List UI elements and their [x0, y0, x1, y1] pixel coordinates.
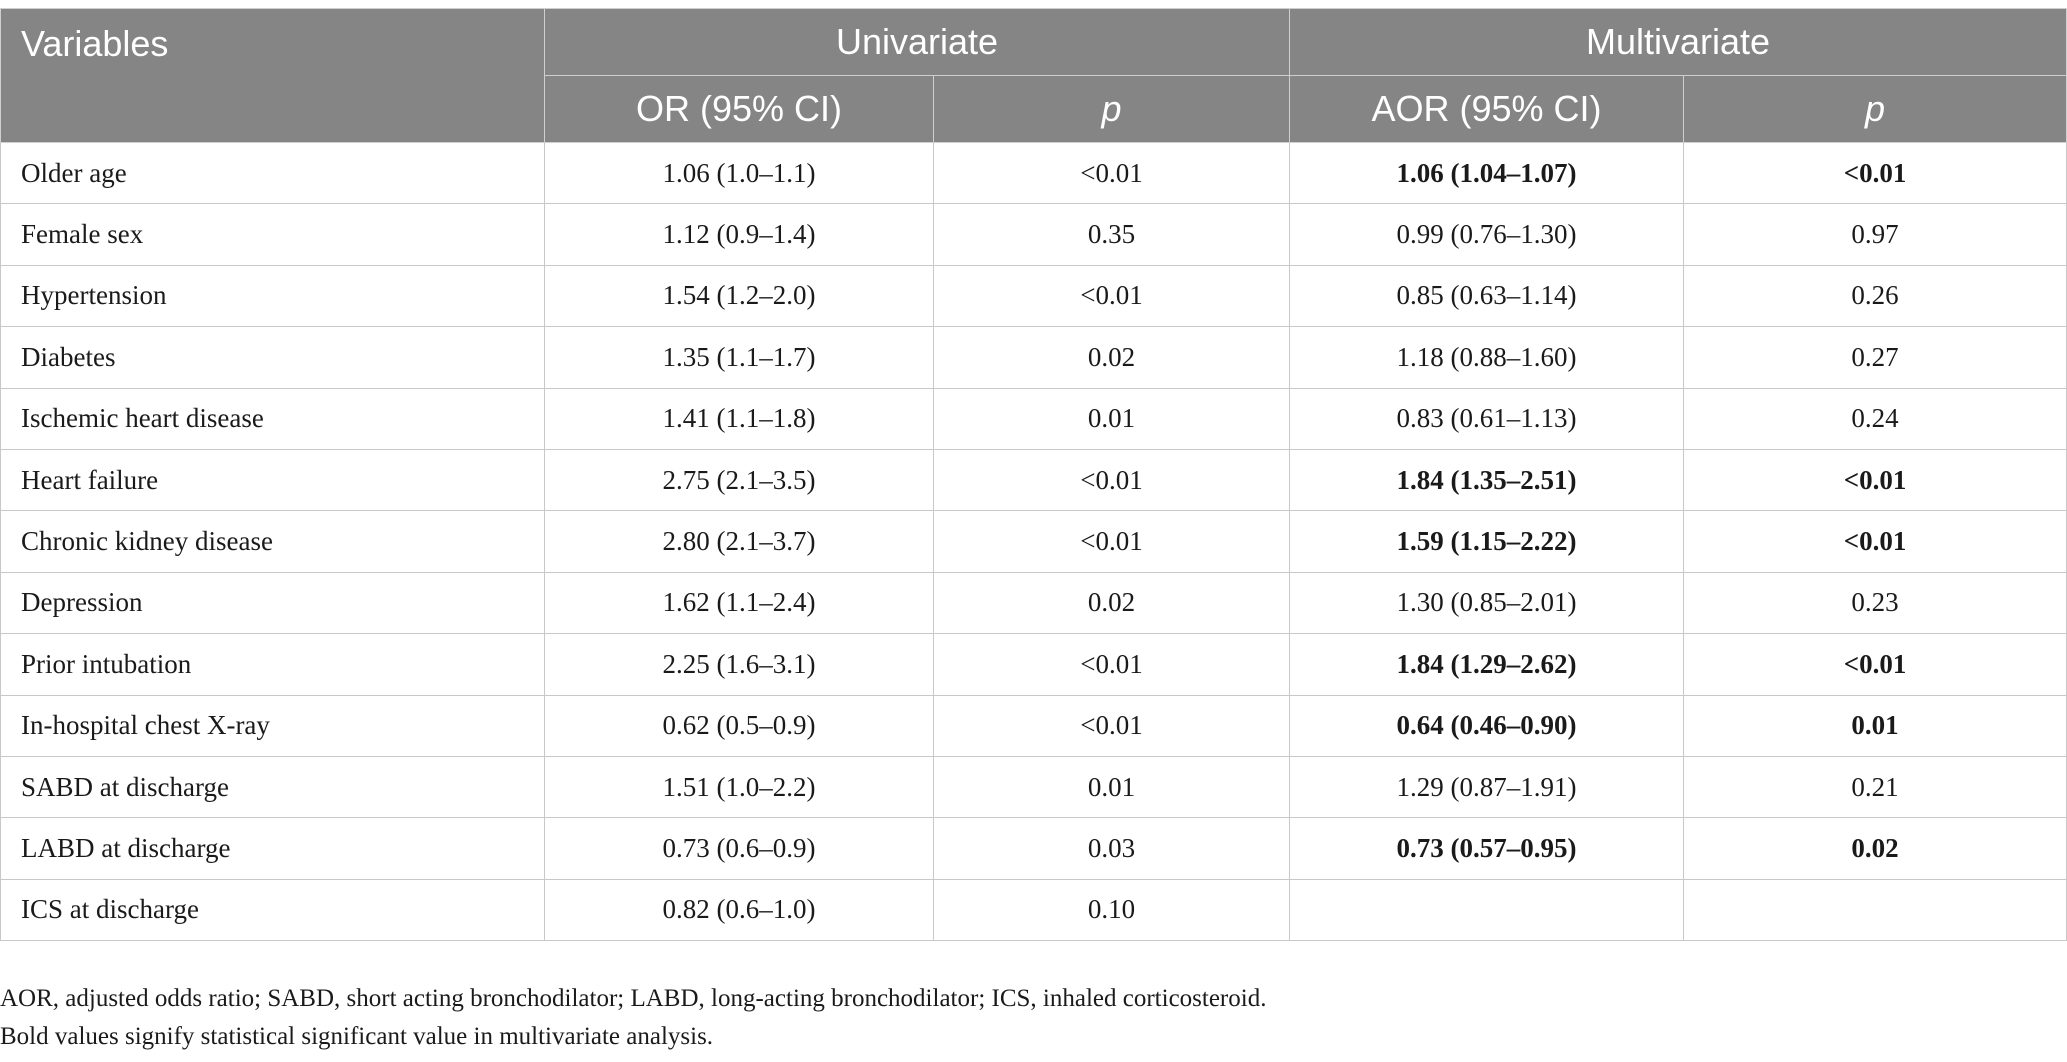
- aor-ci-cell: 1.84 (1.29–2.62): [1289, 633, 1685, 696]
- p-multivariate-cell: <0.01: [1683, 141, 2067, 205]
- variable-cell: Older age: [0, 141, 545, 205]
- p-multivariate-cell: 0.21: [1683, 755, 2067, 819]
- table-row: Chronic kidney disease 2.80 (2.1–3.7) <0.0…: [0, 510, 2067, 573]
- or-ci-cell: 0.73 (0.6–0.9): [544, 817, 934, 880]
- p-multivariate-cell: <0.01: [1683, 510, 2067, 573]
- variable-cell: Heart failure: [0, 448, 545, 512]
- variable-cell: SABD at discharge: [0, 755, 545, 819]
- or-ci-cell: 1.54 (1.2–2.0): [544, 264, 934, 328]
- or-ci-cell: 1.06 (1.0–1.1): [544, 141, 934, 205]
- p-multivariate-cell: 0.27: [1683, 326, 2067, 389]
- table-header: Variables Univariate Multivariate OR (95…: [0, 8, 2067, 143]
- variable-cell: Prior intubation: [0, 633, 545, 696]
- variables-header: Variables: [0, 8, 545, 143]
- or-ci-cell: 1.41 (1.1–1.8): [544, 387, 934, 450]
- aor-ci-cell: 1.06 (1.04–1.07): [1289, 141, 1685, 205]
- or-ci-cell: 2.75 (2.1–3.5): [544, 448, 934, 512]
- table-row: LABD at discharge 0.73 (0.6–0.9) 0.03 0.73 …: [0, 817, 2067, 880]
- or-ci-cell: 1.35 (1.1–1.7): [544, 326, 934, 389]
- aor-ci-cell: 1.29 (0.87–1.91): [1289, 755, 1685, 819]
- aor-ci-cell: 0.85 (0.63–1.14): [1289, 264, 1685, 328]
- table-row: ICS at discharge 0.82 (0.6–1.0) 0.10: [0, 878, 2067, 942]
- or-ci-header: OR (95% CI): [544, 75, 934, 143]
- p-univariate-cell: <0.01: [932, 448, 1291, 512]
- table-row: Ischemic heart disease 1.41 (1.1–1.8) 0.01…: [0, 387, 2067, 450]
- table-row: Depression 1.62 (1.1–2.4) 0.02 1.30 (0.85–2…: [0, 571, 2067, 635]
- variable-cell: ICS at discharge: [0, 878, 545, 942]
- or-ci-cell: 2.80 (2.1–3.7): [544, 510, 934, 573]
- table-row: SABD at discharge 1.51 (1.0–2.2) 0.01 1.29 …: [0, 755, 2067, 819]
- p-univariate-cell: <0.01: [932, 633, 1291, 696]
- table-footnotes: AOR, adjusted odds ratio; SABD, short ac…: [0, 980, 1266, 1056]
- p-univariate-cell: <0.01: [932, 264, 1291, 328]
- bold-values-footnote: Bold values signify statistical signific…: [0, 1023, 714, 1050]
- p-multivariate-cell: [1683, 878, 2067, 942]
- p-univariate-cell: 0.01: [932, 387, 1291, 450]
- aor-ci-cell: 1.18 (0.88–1.60): [1289, 326, 1685, 389]
- p-multivariate-cell: 0.97: [1683, 203, 2067, 266]
- variable-cell: Hypertension: [0, 264, 545, 328]
- p-multivariate-cell: 0.01: [1683, 694, 2067, 757]
- or-ci-cell: 1.62 (1.1–2.4): [544, 571, 934, 635]
- variable-cell: Female sex: [0, 203, 545, 266]
- aor-ci-cell: 1.59 (1.15–2.22): [1289, 510, 1685, 573]
- variable-cell: Ischemic heart disease: [0, 387, 545, 450]
- p-multivariate-cell: 0.23: [1683, 571, 2067, 635]
- aor-ci-cell: 0.73 (0.57–0.95): [1289, 817, 1685, 880]
- aor-ci-header: AOR (95% CI): [1289, 75, 1685, 143]
- p-multivariate-cell: 0.26: [1683, 264, 2067, 328]
- aor-ci-cell: 1.84 (1.35–2.51): [1289, 448, 1685, 512]
- multivariate-header: Multivariate: [1289, 8, 2067, 76]
- aor-ci-cell: 0.83 (0.61–1.13): [1289, 387, 1685, 450]
- p-univariate-cell: 0.10: [932, 878, 1291, 942]
- p-univariate-cell: <0.01: [932, 510, 1291, 573]
- table-row: Hypertension 1.54 (1.2–2.0) <0.01 0.85 (0.6…: [0, 264, 2067, 328]
- variable-cell: Diabetes: [0, 326, 545, 389]
- variable-cell: In-hospital chest X-ray: [0, 694, 545, 757]
- p-multivariate-cell: 0.02: [1683, 817, 2067, 880]
- p-univariate-cell: 0.01: [932, 755, 1291, 819]
- table-row: Older age 1.06 (1.0–1.1) <0.01 1.06 (1.04–1…: [0, 141, 2067, 205]
- aor-ci-cell: 0.64 (0.46–0.90): [1289, 694, 1685, 757]
- p-univariate-cell: 0.02: [932, 571, 1291, 635]
- p-multivariate-cell: <0.01: [1683, 633, 2067, 696]
- p-univariate-cell: 0.03: [932, 817, 1291, 880]
- p-univariate-cell: <0.01: [932, 141, 1291, 205]
- p-univariate-cell: 0.02: [932, 326, 1291, 389]
- or-ci-cell: 0.82 (0.6–1.0): [544, 878, 934, 942]
- abbreviation-footnote: AOR, adjusted odds ratio; SABD, short ac…: [0, 985, 1267, 1012]
- table-row: Heart failure 2.75 (2.1–3.5) <0.01 1.84 (1.…: [0, 448, 2067, 512]
- aor-ci-cell: 0.99 (0.76–1.30): [1289, 203, 1685, 266]
- aor-ci-cell: 1.30 (0.85–2.01): [1289, 571, 1685, 635]
- results-table-container: Variables Univariate Multivariate OR (95…: [0, 8, 2067, 942]
- table-row: In-hospital chest X-ray 0.62 (0.5–0.9) <0.…: [0, 694, 2067, 757]
- regression-table: Variables Univariate Multivariate OR (95…: [0, 8, 2067, 942]
- or-ci-cell: 2.25 (1.6–3.1): [544, 633, 934, 696]
- table-row: Diabetes 1.35 (1.1–1.7) 0.02 1.18 (0.88–1.6…: [0, 326, 2067, 389]
- p-univariate-header: p: [932, 75, 1291, 143]
- table-body: Older age 1.06 (1.0–1.1) <0.01 1.06 (1.04–1…: [0, 141, 2067, 942]
- p-multivariate-cell: 0.24: [1683, 387, 2067, 450]
- or-ci-cell: 0.62 (0.5–0.9): [544, 694, 934, 757]
- variable-cell: Depression: [0, 571, 545, 635]
- variable-cell: LABD at discharge: [0, 817, 545, 880]
- p-multivariate-cell: <0.01: [1683, 448, 2067, 512]
- p-multivariate-header: p: [1683, 75, 2067, 143]
- univariate-header: Univariate: [543, 8, 1291, 76]
- p-univariate-cell: <0.01: [932, 694, 1291, 757]
- table-row: Female sex 1.12 (0.9–1.4) 0.35 0.99 (0.76–1…: [0, 203, 2067, 266]
- variable-cell: Chronic kidney disease: [0, 510, 545, 573]
- aor-ci-cell: [1289, 878, 1685, 942]
- p-univariate-cell: 0.35: [932, 203, 1291, 266]
- or-ci-cell: 1.51 (1.0–2.2): [544, 755, 934, 819]
- table-row: Prior intubation 2.25 (1.6–3.1) <0.01 1.84 …: [0, 633, 2067, 696]
- or-ci-cell: 1.12 (0.9–1.4): [544, 203, 934, 266]
